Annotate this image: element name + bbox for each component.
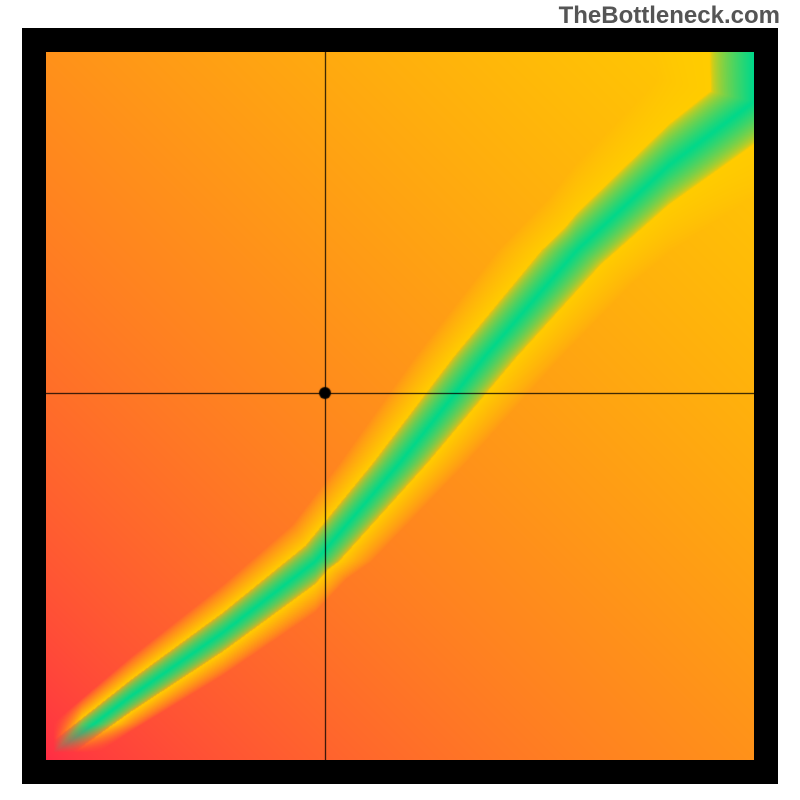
watermark-text: TheBottleneck.com xyxy=(559,2,780,30)
heatmap-canvas xyxy=(46,52,754,760)
chart-container: TheBottleneck.com xyxy=(0,0,800,800)
chart-frame xyxy=(22,28,778,784)
